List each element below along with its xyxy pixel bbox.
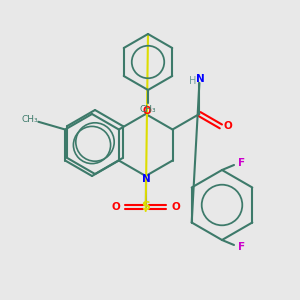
Text: F: F bbox=[238, 242, 246, 252]
Text: F: F bbox=[238, 158, 246, 168]
Text: H: H bbox=[189, 76, 196, 86]
Text: N: N bbox=[142, 174, 151, 184]
Text: CH₃: CH₃ bbox=[140, 104, 156, 113]
Text: O: O bbox=[142, 106, 151, 116]
Text: O: O bbox=[224, 122, 232, 131]
Text: N: N bbox=[196, 74, 205, 84]
Text: O: O bbox=[111, 202, 120, 212]
Text: S: S bbox=[141, 200, 150, 214]
Text: CH₃: CH₃ bbox=[22, 115, 39, 124]
Text: O: O bbox=[172, 202, 180, 212]
